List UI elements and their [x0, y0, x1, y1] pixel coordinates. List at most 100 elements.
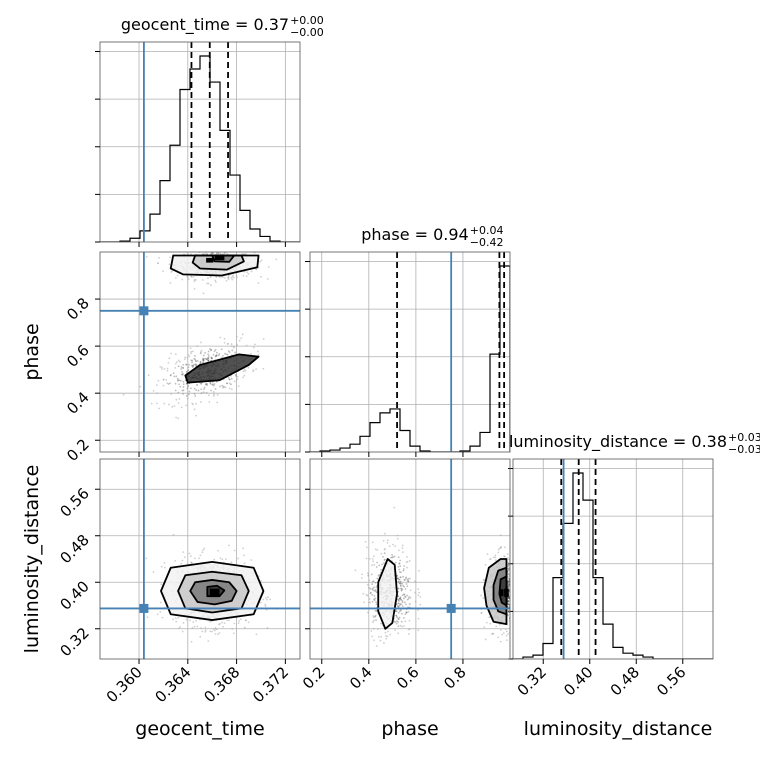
- sample-point: [170, 271, 173, 273]
- sample-point: [171, 405, 174, 408]
- sample-point: [194, 360, 197, 362]
- sample-point: [195, 364, 198, 367]
- sample-point: [483, 626, 486, 629]
- sample-point: [497, 551, 500, 554]
- sample-point: [259, 601, 262, 604]
- sample-point: [215, 281, 217, 283]
- sample-point: [513, 590, 515, 592]
- sample-point: [516, 593, 518, 595]
- sample-point: [399, 624, 402, 627]
- sample-point: [172, 372, 175, 375]
- sample-point: [418, 569, 420, 572]
- sample-point: [204, 629, 207, 632]
- sample-point: [399, 559, 402, 562]
- sample-point: [228, 351, 231, 354]
- sample-point: [202, 361, 205, 364]
- sample-point: [216, 401, 219, 404]
- sample-point: [162, 378, 165, 381]
- sample-point: [380, 568, 383, 571]
- y-tick-label: 0.6: [63, 341, 93, 371]
- sample-point: [210, 389, 213, 392]
- sample-point: [407, 580, 410, 583]
- sample-point: [174, 617, 177, 620]
- sample-point: [515, 601, 517, 603]
- sample-point: [397, 618, 400, 621]
- sample-point: [189, 347, 192, 350]
- sample-point: [257, 354, 260, 356]
- sample-point: [166, 369, 169, 372]
- sample-point: [186, 385, 189, 388]
- sample-point: [497, 636, 500, 639]
- sample-point: [177, 417, 180, 420]
- x-tick-label: 0.372: [249, 663, 292, 706]
- sample-point: [156, 613, 159, 616]
- sample-point: [371, 564, 374, 567]
- sample-point: [511, 600, 513, 602]
- sample-point: [399, 584, 402, 587]
- sample-point: [407, 610, 410, 613]
- density-fill: [185, 354, 259, 383]
- sample-point: [405, 576, 407, 579]
- sample-point: [260, 259, 263, 262]
- sample-point: [242, 547, 245, 550]
- sample-point: [525, 599, 527, 601]
- sample-point: [408, 619, 411, 622]
- contour-line: [177, 570, 250, 614]
- sample-point: [510, 602, 512, 604]
- sample-point: [193, 363, 196, 366]
- sample-point: [182, 551, 185, 554]
- sample-point: [504, 628, 507, 631]
- sample-point: [231, 278, 234, 281]
- sample-point: [400, 598, 403, 601]
- density-peak: [206, 257, 214, 263]
- sample-point: [373, 589, 376, 592]
- contour-line: [191, 254, 245, 271]
- sample-point: [231, 627, 234, 630]
- sample-point: [216, 393, 219, 396]
- sample-point: [194, 355, 196, 357]
- sample-point: [172, 618, 174, 621]
- sample-point: [219, 248, 221, 250]
- sample-point: [507, 565, 509, 568]
- sample-point: [417, 617, 420, 620]
- contour-line: [483, 558, 508, 626]
- sample-point: [262, 338, 265, 341]
- sample-point: [513, 597, 515, 599]
- sample-point: [196, 384, 198, 386]
- x-tick-label: 0.8: [440, 663, 470, 693]
- sample-point: [514, 594, 516, 596]
- sample-point: [174, 382, 177, 385]
- sample-point: [408, 595, 411, 598]
- sample-point: [364, 540, 367, 543]
- sample-point: [366, 583, 369, 586]
- sample-point: [514, 573, 516, 575]
- sample-point: [418, 591, 421, 594]
- sample-point: [218, 632, 221, 634]
- sample-point: [231, 248, 233, 250]
- sample-point: [160, 565, 163, 568]
- sample-point: [213, 248, 215, 250]
- sample-point: [187, 369, 190, 372]
- sample-point: [482, 578, 485, 581]
- sample-point: [522, 616, 524, 618]
- sample-point: [186, 387, 189, 390]
- sample-point: [517, 600, 519, 602]
- sample-point: [221, 621, 223, 624]
- sample-point: [489, 622, 492, 625]
- sample-point: [179, 361, 182, 363]
- sample-point: [231, 275, 234, 278]
- sample-point: [518, 592, 520, 594]
- sample-point: [246, 271, 249, 274]
- sample-point: [189, 619, 192, 622]
- contour-line: [211, 254, 236, 263]
- sample-point: [269, 598, 271, 601]
- sample-point: [368, 598, 371, 600]
- sample-point: [158, 256, 160, 259]
- sample-point: [195, 414, 197, 417]
- sample-point: [247, 273, 250, 275]
- sample-point: [185, 395, 188, 397]
- sample-point: [398, 616, 401, 619]
- sample-point: [255, 268, 258, 271]
- sample-point: [401, 594, 404, 597]
